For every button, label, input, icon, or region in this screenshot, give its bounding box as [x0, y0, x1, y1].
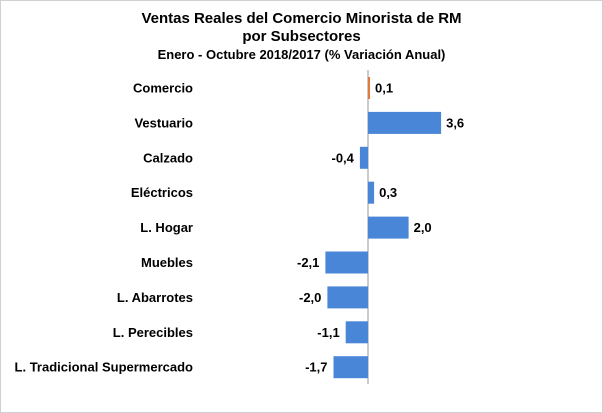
- category-label: L. Tradicional Supermercado: [15, 360, 193, 375]
- category-label: Muebles: [141, 255, 193, 270]
- category-label: Comercio: [133, 81, 193, 96]
- bar-2: [359, 146, 368, 169]
- data-label: -2,1: [297, 255, 319, 270]
- data-label: -2,0: [299, 290, 321, 305]
- bar-7: [345, 321, 368, 344]
- bar-1: [368, 111, 442, 134]
- chart-title: Ventas Reales del Comercio Minorista de …: [141, 10, 462, 27]
- data-label: -1,1: [317, 325, 339, 340]
- bar-0: [368, 77, 370, 99]
- bar-3: [368, 181, 375, 204]
- bar-8: [333, 356, 368, 379]
- chart-title-line2: por Subsectores: [242, 28, 361, 45]
- category-label: L. Hogar: [140, 220, 193, 235]
- bar-4: [368, 216, 409, 239]
- bar-6: [327, 286, 368, 309]
- category-label: Calzado: [143, 150, 193, 165]
- data-label: -0,4: [331, 150, 354, 165]
- category-label: Eléctricos: [131, 185, 193, 200]
- data-label: 0,3: [379, 185, 397, 200]
- data-label: 0,1: [375, 81, 393, 96]
- chart-subtitle: Enero - Octubre 2018/2017 (% Variación A…: [157, 47, 446, 62]
- data-label: 2,0: [414, 220, 432, 235]
- category-label: L. Abarrotes: [117, 290, 193, 305]
- data-label: 3,6: [446, 115, 464, 130]
- category-label: Vestuario: [134, 115, 193, 130]
- category-label: L. Perecibles: [113, 325, 193, 340]
- data-label: -1,7: [305, 360, 327, 375]
- bar-5: [325, 251, 368, 274]
